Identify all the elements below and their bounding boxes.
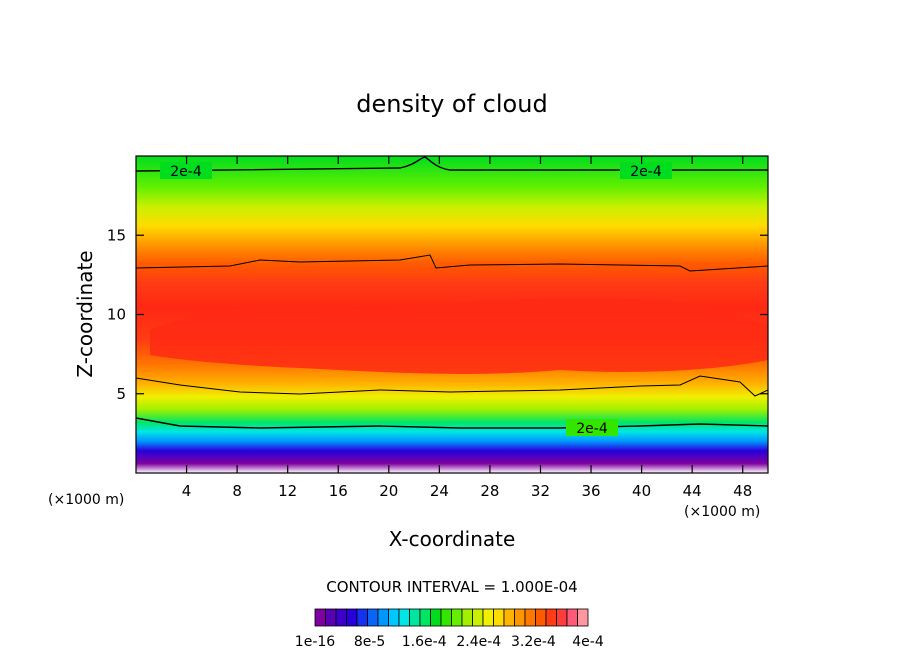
x-tick-label: 20 bbox=[379, 482, 398, 500]
colorbar-swatch bbox=[325, 608, 337, 627]
contour-line-mid-upper bbox=[136, 254, 768, 272]
contour-line-mid-lower bbox=[136, 375, 768, 397]
x-tick-label: 4 bbox=[182, 482, 192, 500]
contour-label-1: 2e-4 bbox=[170, 164, 202, 180]
colorbar-swatch bbox=[388, 608, 400, 627]
colorbar-swatch bbox=[482, 608, 494, 627]
plot-area: 2e-4 2e-4 2e-4 bbox=[136, 156, 768, 473]
x-tick-label: 32 bbox=[531, 482, 550, 500]
contour-label-2: 2e-4 bbox=[630, 164, 662, 180]
colorbar-swatch bbox=[472, 608, 484, 627]
colorbar-swatch bbox=[535, 608, 547, 627]
colorbar-swatch bbox=[577, 608, 589, 627]
x-tick-label: 40 bbox=[632, 482, 651, 500]
chart-title: density of cloud bbox=[356, 90, 547, 118]
y-axis-ticks: 5 10 15 bbox=[107, 226, 768, 403]
contour-line-upper bbox=[136, 156, 768, 172]
colorbar-label: 1.6e-4 bbox=[402, 634, 447, 650]
x-tick-label: 28 bbox=[480, 482, 499, 500]
x-tick-label: 48 bbox=[733, 482, 752, 500]
colorbar-swatch bbox=[367, 608, 379, 627]
colorbar-swatch bbox=[493, 608, 505, 627]
x-tick-label: 16 bbox=[329, 482, 348, 500]
y-tick-label: 10 bbox=[107, 306, 126, 324]
x-tick-label: 12 bbox=[278, 482, 297, 500]
y-axis-label: Z-coordinate bbox=[73, 250, 97, 377]
colorbar bbox=[314, 608, 589, 627]
contour-line-lower bbox=[136, 417, 768, 429]
x-tick-label: 8 bbox=[232, 482, 242, 500]
colorbar-swatch bbox=[419, 608, 431, 627]
colorbar-label: 1e-16 bbox=[295, 634, 335, 650]
colorbar-swatch bbox=[451, 608, 463, 627]
colorbar-swatch bbox=[335, 608, 347, 627]
colorbar-swatch bbox=[409, 608, 421, 627]
colorbar-swatch bbox=[440, 608, 452, 627]
colorbar-swatch bbox=[545, 608, 557, 627]
colorbar-swatch bbox=[377, 608, 389, 627]
density-core bbox=[150, 298, 768, 374]
colorbar-labels: 1e-16 8e-5 1.6e-4 2.4e-4 3.2e-4 4e-4 bbox=[295, 634, 604, 650]
x-axis-ticks: 4 8 12 16 20 24 28 32 36 40 44 48 bbox=[182, 156, 752, 500]
x-tick-label: 36 bbox=[581, 482, 600, 500]
colorbar-swatch bbox=[430, 608, 442, 627]
y-tick-label: 5 bbox=[116, 385, 126, 403]
colorbar-label: 2.4e-4 bbox=[456, 634, 501, 650]
colorbar-swatch bbox=[556, 608, 568, 627]
contour-interval: CONTOUR INTERVAL = 1.000E-04 bbox=[326, 578, 577, 596]
contour-label-3: 2e-4 bbox=[576, 421, 608, 437]
x-tick-label: 44 bbox=[683, 482, 702, 500]
colorbar-swatch bbox=[524, 608, 536, 627]
x-tick-label: 24 bbox=[430, 482, 449, 500]
colorbar-swatch bbox=[566, 608, 578, 627]
colorbar-swatch bbox=[356, 608, 368, 627]
colorbar-swatch bbox=[461, 608, 473, 627]
x-unit-left: (×1000 m) bbox=[48, 492, 124, 508]
y-tick-label: 15 bbox=[107, 226, 126, 244]
colorbar-swatch bbox=[514, 608, 526, 627]
colorbar-label: 3.2e-4 bbox=[511, 634, 556, 650]
x-unit-right: (×1000 m) bbox=[684, 504, 760, 520]
colorbar-label: 4e-4 bbox=[572, 634, 604, 650]
colorbar-swatch bbox=[314, 608, 326, 627]
colorbar-label: 8e-5 bbox=[354, 634, 385, 650]
colorbar-swatch bbox=[503, 608, 515, 627]
colorbar-swatch bbox=[398, 608, 410, 627]
colorbar-swatch bbox=[346, 608, 358, 627]
x-axis-label: X-coordinate bbox=[389, 527, 516, 551]
